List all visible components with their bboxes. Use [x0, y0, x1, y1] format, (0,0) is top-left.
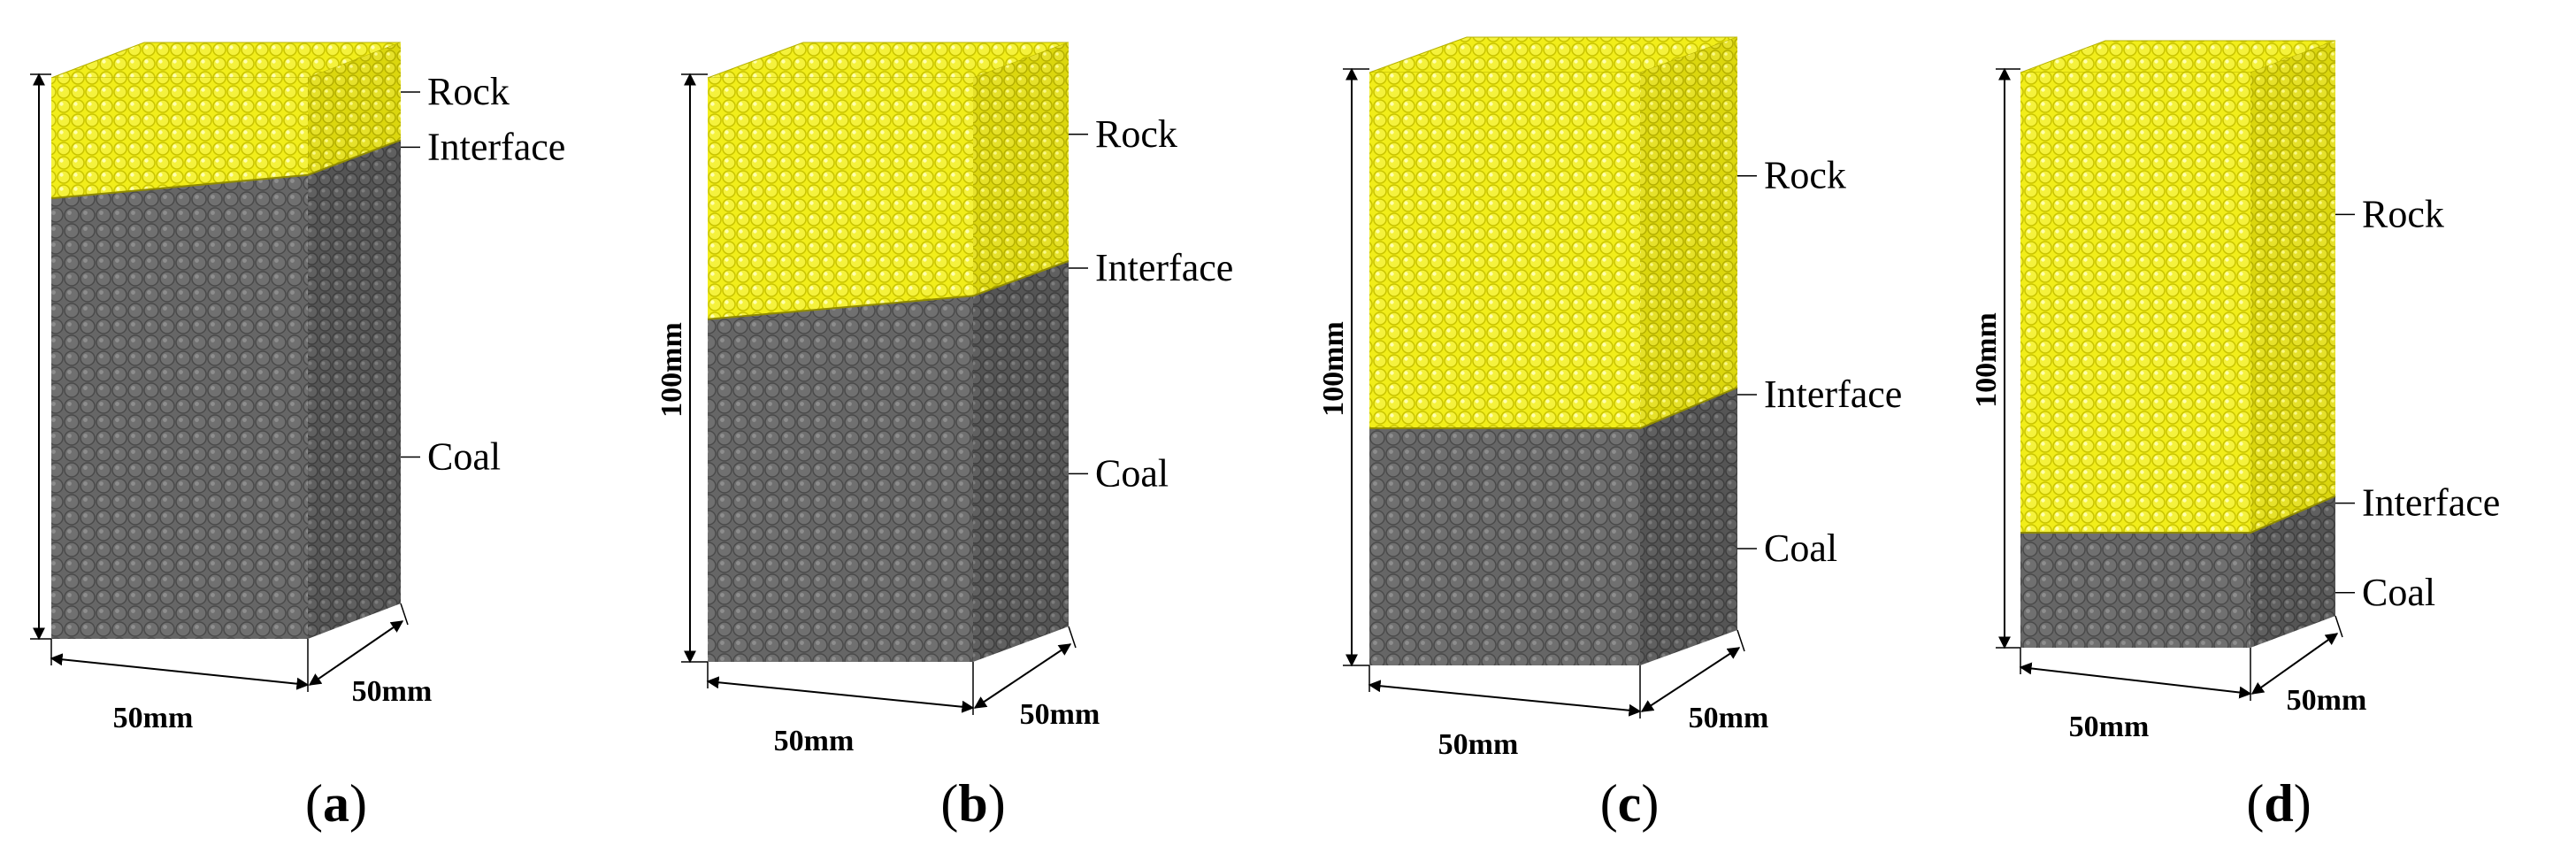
side-face-rock — [308, 42, 401, 175]
front-face-rock — [51, 78, 308, 199]
depth-dimension-line — [973, 643, 1072, 709]
rock-label: Rock — [1764, 154, 1846, 197]
interface-line — [2020, 495, 2336, 534]
interface-label: Interface — [1095, 246, 1233, 289]
specimen-panel-b: 100mm 50mm 50mm Rock Interface Coal (b) — [656, 42, 1233, 833]
side-face-coal — [2250, 496, 2335, 648]
width-dimension-line — [50, 653, 310, 690]
specimen-panel-a: 50mm 50mm Rock Interface Coal (a) — [30, 42, 565, 833]
panel-caption: (c) — [1600, 774, 1660, 833]
front-face-rock — [708, 78, 973, 319]
depth-dimension-line — [308, 620, 404, 686]
front-face-rock — [1369, 73, 1640, 428]
rock-label: Rock — [1095, 112, 1177, 156]
front-face-coal — [1369, 428, 1640, 665]
width-dimension-label: 50mm — [774, 725, 855, 757]
panel-caption: (a) — [305, 774, 367, 833]
width-dimension-line — [1368, 680, 1642, 717]
coal-label: Coal — [1095, 451, 1169, 495]
width-dimension-line — [706, 676, 975, 713]
height-dimension-label: 100mm — [1970, 312, 2003, 408]
width-dimension-line — [2019, 662, 2252, 699]
coal-label: Coal — [427, 434, 501, 478]
height-dimension-label: 100mm — [1317, 321, 1350, 417]
depth-dimension-label: 50mm — [1020, 698, 1100, 731]
depth-dimension-label: 50mm — [352, 675, 433, 708]
depth-dimension-line — [1640, 647, 1741, 712]
depth-tick — [1736, 629, 1745, 652]
specimen-panel-d: 100mm 50mm 50mm Rock Interface Coal (d) — [1970, 40, 2500, 833]
depth-dimension-label: 50mm — [2287, 684, 2367, 717]
interface-label: Interface — [2362, 481, 2500, 525]
coal-label: Coal — [2362, 571, 2435, 614]
width-dimension-label: 50mm — [113, 702, 194, 734]
coal-label: Coal — [1764, 526, 1837, 570]
specimen-panel-c: 100mm 50mm 50mm Rock Interface Coal (c) — [1317, 36, 1902, 833]
depth-dimension-label: 50mm — [1689, 702, 1769, 734]
panel-caption: (d) — [2246, 774, 2311, 833]
front-face-coal — [2020, 533, 2250, 648]
side-face-rock — [973, 42, 1069, 296]
depth-tick — [1068, 626, 1077, 649]
side-face-coal — [308, 140, 401, 639]
depth-tick — [400, 603, 409, 626]
width-dimension-label: 50mm — [1438, 728, 1519, 761]
rock-label: Rock — [2362, 192, 2444, 235]
panel-caption: (b) — [940, 774, 1005, 833]
depth-dimension-line — [2250, 633, 2339, 695]
width-dimension-label: 50mm — [2069, 711, 2150, 743]
side-face-coal — [1640, 388, 1737, 665]
interface-line — [1369, 387, 1738, 429]
side-face-rock — [2250, 41, 2335, 533]
rock-label: Rock — [427, 70, 510, 113]
front-face-coal — [51, 174, 308, 640]
side-face-rock — [1640, 37, 1737, 428]
interface-line — [50, 139, 402, 200]
interface-line — [707, 260, 1070, 320]
height-dimension-label: 100mm — [656, 322, 688, 418]
front-face-coal — [708, 296, 973, 662]
interface-label: Interface — [1764, 373, 1902, 416]
front-face-rock — [2020, 73, 2250, 533]
side-face-coal — [973, 261, 1069, 662]
interface-label: Interface — [427, 125, 565, 168]
depth-tick — [2334, 615, 2343, 638]
